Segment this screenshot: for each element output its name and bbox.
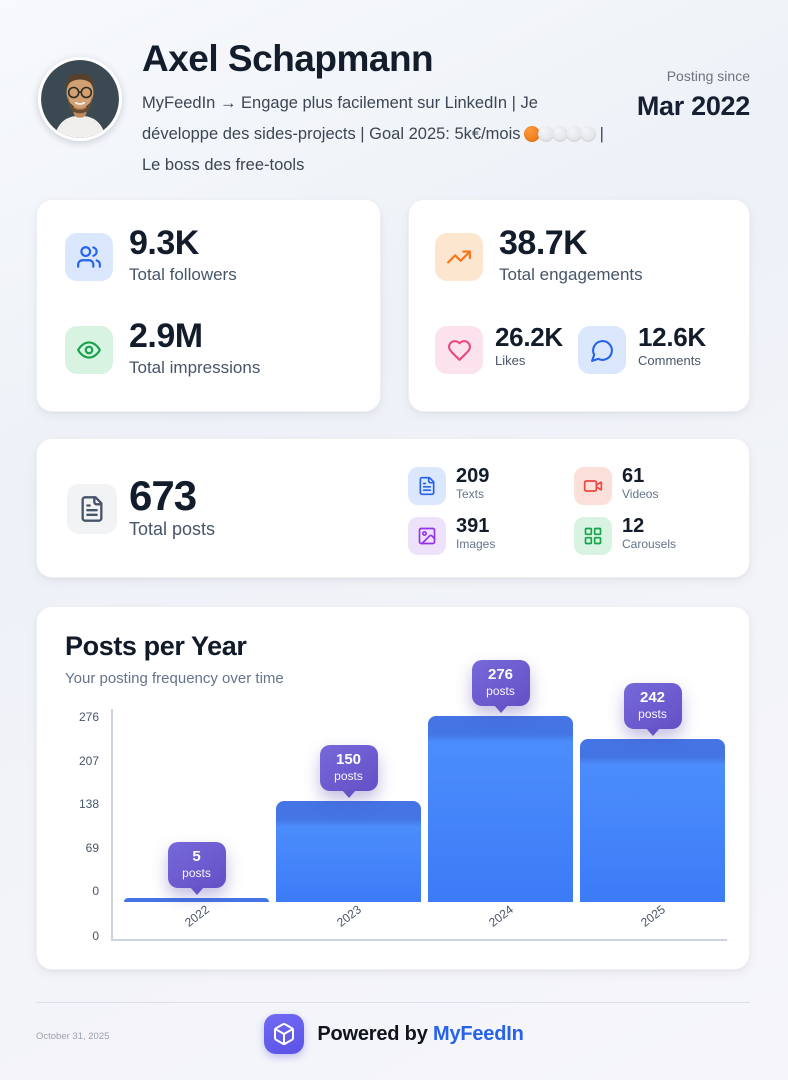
chart-title: Posts per Year — [65, 631, 247, 661]
bar-value-bubble: 5 posts — [167, 842, 226, 895]
video-icon — [583, 476, 603, 496]
texts-value: 209 — [456, 465, 490, 487]
bubble-value: 150 — [335, 751, 362, 768]
impressions-label: Total impressions — [129, 358, 261, 377]
engagements-label: Total engagements — [499, 265, 643, 284]
y-tick-label: 207 — [78, 753, 99, 768]
powered-by-text: Powered by MyFeedIn — [317, 1023, 523, 1046]
bio-text-suffix: | Le boss des free-tools — [142, 125, 604, 174]
comments-tile — [578, 326, 626, 374]
bar-value-bubble: 242 posts — [623, 683, 682, 736]
total-posts-card: 673 Total posts 209 Texts 61 Videos 391 … — [36, 438, 750, 578]
bubble-unit: posts — [486, 684, 515, 698]
image-icon — [417, 526, 437, 546]
progress-dot-filled — [524, 126, 541, 142]
impressions-tile — [65, 326, 113, 374]
carousels-tile — [574, 517, 612, 555]
chat-bubble-icon — [590, 338, 615, 363]
y-tick-label: 138 — [78, 797, 99, 811]
bubble-unit: posts — [638, 707, 667, 721]
images-label: Images — [456, 537, 496, 551]
avatar — [38, 57, 122, 141]
followers-tile — [65, 233, 113, 281]
y-tick-label: 0 — [92, 884, 99, 898]
y-tick-label: 69 — [85, 840, 99, 855]
bubble-value: 5 — [192, 848, 201, 865]
file-text-icon — [417, 476, 437, 496]
cube-icon — [272, 1022, 296, 1046]
engagements-value: 38.7K — [499, 224, 588, 262]
goal-progress-dots — [524, 125, 597, 143]
y-axis-line — [111, 709, 113, 941]
chart-subtitle: Your posting frequency over time — [65, 670, 284, 687]
bio-text-prefix: MyFeedIn → Engage plus facilement sur Li… — [142, 94, 538, 143]
comments-value: 12.6K — [638, 322, 706, 352]
likes-value: 26.2K — [495, 322, 563, 352]
y-tick-label: 276 — [78, 710, 99, 724]
followers-card: 9.3K Total followers 2.9M Total impressi… — [36, 199, 381, 412]
trending-up-icon — [446, 244, 472, 270]
file-text-icon — [78, 495, 106, 523]
bar-2024 — [428, 716, 573, 902]
comments-label: Comments — [638, 353, 701, 368]
bar-value-bubble: 276 posts — [471, 660, 530, 713]
posts-per-year-card: Posts per Year Your posting frequency ov… — [36, 606, 750, 970]
texts-label: Texts — [456, 487, 485, 501]
total-posts-label: Total posts — [129, 519, 216, 539]
total-posts-tile — [67, 484, 117, 534]
footer-divider — [36, 1002, 750, 1003]
baseline-tick-label: 0 — [92, 929, 99, 943]
bar-value-bubble: 150 posts — [319, 745, 378, 798]
footer-date: October 31, 2025 — [36, 1031, 110, 1042]
avatar-photo — [41, 60, 119, 138]
x-tick-label: 2022 — [181, 902, 212, 930]
videos-value: 61 — [622, 465, 645, 487]
bar-2022 — [124, 898, 269, 902]
bar-2023 — [276, 801, 421, 902]
carousels-value: 12 — [622, 515, 645, 537]
heart-icon — [447, 338, 472, 363]
posting-since: Posting since Mar 2022 — [637, 68, 750, 122]
videos-label: Videos — [622, 487, 659, 501]
progress-dot-empty — [538, 126, 555, 142]
carousels-label: Carousels — [622, 537, 677, 551]
posting-since-value: Mar 2022 — [636, 91, 750, 121]
progress-dot-empty — [552, 126, 569, 142]
eye-icon — [76, 337, 102, 363]
grid-icon — [583, 526, 603, 546]
footer-brand: Powered by MyFeedIn — [0, 1014, 788, 1054]
x-axis-line — [111, 939, 727, 941]
brand-name-link[interactable]: MyFeedIn — [432, 1022, 524, 1045]
followers-value: 9.3K — [129, 224, 199, 262]
total-posts-value: 673 — [129, 472, 197, 519]
videos-tile — [574, 467, 612, 505]
likes-label: Likes — [495, 353, 526, 368]
images-tile — [408, 517, 446, 555]
bar-2025 — [580, 739, 725, 902]
profile-name: Axel Schapmann — [142, 38, 434, 79]
followers-label: Total followers — [129, 265, 237, 284]
images-value: 391 — [456, 515, 490, 537]
texts-tile — [408, 467, 446, 505]
posting-since-label: Posting since — [666, 68, 750, 84]
likes-tile — [435, 326, 483, 374]
users-icon — [76, 244, 102, 270]
brand-logo — [264, 1014, 305, 1054]
progress-dot-empty — [580, 126, 597, 142]
bubble-unit: posts — [182, 866, 211, 880]
bubble-value: 276 — [487, 666, 514, 683]
engagements-card: 38.7K Total engagements 26.2K Likes 12.6… — [408, 199, 750, 412]
impressions-value: 2.9M — [129, 317, 203, 355]
bubble-unit: posts — [334, 769, 363, 783]
progress-dot-empty — [566, 126, 583, 142]
engagements-tile — [435, 233, 483, 281]
profile-bio: MyFeedIn → Engage plus facilement sur Li… — [142, 88, 608, 181]
bubble-value: 242 — [639, 689, 666, 706]
powered-by-label: Powered by — [317, 1022, 428, 1045]
